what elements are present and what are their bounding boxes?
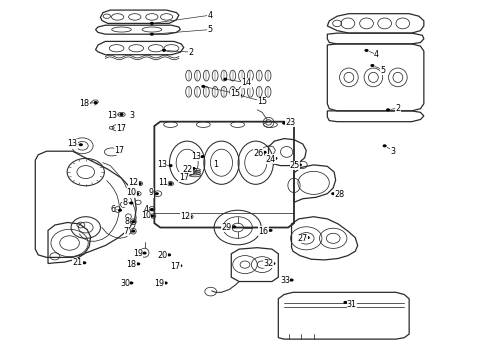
Text: 4: 4: [144, 205, 148, 214]
Circle shape: [282, 122, 286, 125]
Circle shape: [164, 282, 168, 284]
Circle shape: [271, 262, 275, 265]
Circle shape: [386, 108, 390, 111]
Circle shape: [169, 164, 172, 167]
Text: 13: 13: [157, 161, 167, 169]
Text: 13: 13: [191, 152, 201, 161]
Circle shape: [118, 209, 122, 212]
Circle shape: [82, 261, 86, 264]
Text: 18: 18: [126, 260, 136, 269]
Text: 4: 4: [374, 50, 379, 59]
Text: 13: 13: [107, 111, 117, 120]
Circle shape: [150, 208, 154, 211]
Text: 11: 11: [158, 178, 168, 187]
Text: 2: 2: [395, 104, 400, 112]
Text: 17: 17: [115, 146, 124, 155]
Circle shape: [150, 22, 154, 25]
Text: 16: 16: [259, 227, 269, 236]
Text: 7: 7: [124, 227, 129, 236]
Text: 24: 24: [266, 154, 275, 163]
Text: 5: 5: [207, 25, 212, 34]
Circle shape: [343, 301, 347, 304]
Text: 21: 21: [73, 258, 82, 267]
Text: 23: 23: [285, 118, 295, 127]
Text: 12: 12: [128, 178, 138, 187]
Circle shape: [201, 85, 205, 88]
Text: 4: 4: [207, 10, 212, 19]
Circle shape: [150, 33, 154, 36]
Circle shape: [79, 143, 83, 146]
Text: 17: 17: [179, 173, 189, 181]
Circle shape: [150, 215, 154, 217]
Text: 8: 8: [125, 217, 130, 226]
Text: 33: 33: [280, 276, 290, 285]
Text: 10: 10: [141, 211, 151, 220]
Circle shape: [263, 151, 267, 154]
Circle shape: [129, 202, 133, 204]
Circle shape: [162, 49, 166, 52]
Circle shape: [188, 215, 192, 218]
Text: 8: 8: [122, 198, 127, 207]
Text: 28: 28: [334, 190, 344, 199]
Circle shape: [290, 279, 294, 282]
Circle shape: [383, 144, 387, 147]
Circle shape: [331, 192, 335, 195]
Text: 12: 12: [180, 212, 190, 221]
Circle shape: [273, 157, 277, 160]
Circle shape: [129, 282, 133, 284]
Text: 15: 15: [257, 97, 267, 106]
Text: 26: 26: [254, 149, 264, 158]
Circle shape: [298, 163, 302, 166]
Text: 19: 19: [154, 279, 164, 288]
Circle shape: [178, 264, 182, 267]
Text: 19: 19: [133, 249, 143, 258]
Text: 31: 31: [347, 300, 357, 309]
Circle shape: [131, 220, 135, 223]
Circle shape: [94, 101, 98, 104]
Text: 25: 25: [290, 161, 300, 170]
Circle shape: [167, 253, 171, 256]
Circle shape: [306, 236, 310, 239]
Circle shape: [131, 230, 135, 233]
Text: 9: 9: [148, 188, 153, 197]
Text: 32: 32: [264, 259, 273, 268]
Circle shape: [143, 252, 147, 255]
Circle shape: [269, 229, 272, 232]
Circle shape: [370, 64, 374, 67]
Text: 14: 14: [242, 78, 251, 87]
Circle shape: [365, 49, 368, 52]
Text: 17: 17: [171, 262, 180, 271]
Text: 29: 29: [221, 223, 231, 232]
Circle shape: [135, 192, 139, 195]
Text: 27: 27: [298, 234, 308, 243]
Text: 3: 3: [391, 147, 395, 156]
Circle shape: [136, 262, 140, 265]
Text: 2: 2: [189, 48, 194, 57]
Text: 15: 15: [230, 89, 240, 98]
Circle shape: [238, 94, 242, 97]
Text: 30: 30: [120, 279, 130, 288]
Text: 5: 5: [381, 66, 386, 75]
Circle shape: [200, 155, 204, 158]
Text: 13: 13: [68, 139, 77, 148]
Circle shape: [223, 78, 227, 81]
Text: 1: 1: [213, 161, 218, 169]
Circle shape: [155, 192, 159, 195]
Text: 17: 17: [117, 123, 126, 132]
Text: 10: 10: [126, 188, 136, 197]
Text: 6: 6: [110, 205, 115, 214]
Text: 22: 22: [182, 165, 192, 174]
Circle shape: [138, 182, 142, 185]
Circle shape: [120, 113, 123, 116]
Text: 20: 20: [158, 251, 168, 260]
Circle shape: [169, 182, 172, 185]
Text: 18: 18: [79, 99, 89, 108]
Text: 3: 3: [130, 111, 135, 120]
Circle shape: [192, 167, 196, 170]
Circle shape: [232, 225, 236, 228]
